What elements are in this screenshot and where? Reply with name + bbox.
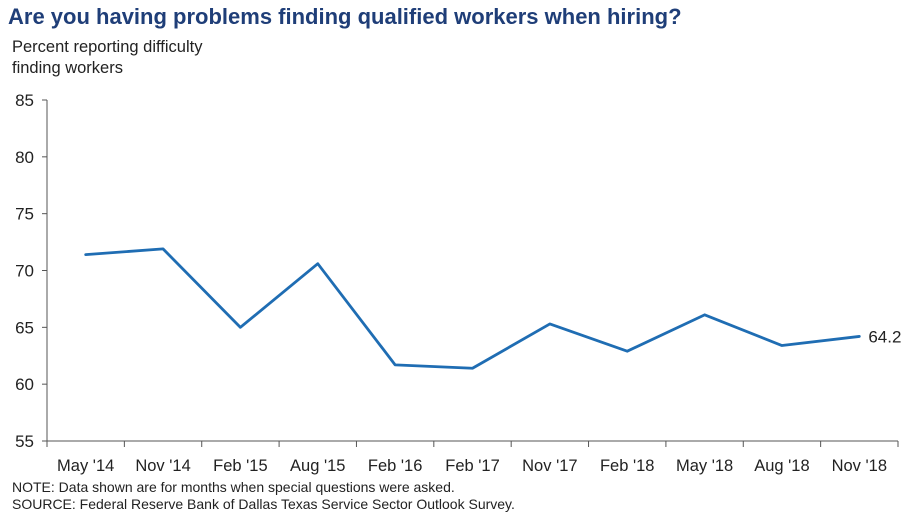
y-axis-label: Percent reporting difficulty finding wor…: [12, 37, 202, 79]
data-label: 64.2: [868, 327, 901, 346]
y-tick-label: 85: [15, 91, 34, 110]
x-tick-label: Nov '14: [135, 457, 190, 475]
y-tick-label: 60: [15, 375, 34, 394]
y-tick-label: 80: [15, 148, 34, 167]
y-tick-label: 70: [15, 262, 34, 281]
x-tick-label: Nov '18: [832, 457, 887, 475]
y-tick-label: 65: [15, 318, 34, 337]
x-tick-label: May '18: [676, 457, 733, 475]
x-tick-label: Feb '15: [213, 457, 268, 475]
x-tick-label: Feb '18: [600, 457, 655, 475]
source-text: SOURCE: Federal Reserve Bank of Dallas T…: [12, 496, 515, 512]
x-tick-label: May '14: [57, 457, 114, 475]
x-tick-label: Aug '15: [290, 457, 345, 475]
series-line: [84, 247, 861, 370]
y-axis-label-line-1: Percent reporting difficulty: [12, 38, 203, 56]
y-tick-label: 75: [15, 205, 34, 224]
y-tick-label: 55: [15, 432, 34, 451]
x-tick-label: Feb '17: [445, 457, 500, 475]
x-tick-label: Aug '18: [754, 457, 809, 475]
chart-title: Are you having problems finding qualifie…: [8, 4, 682, 29]
x-tick-label: Nov '17: [522, 457, 577, 475]
note-text: NOTE: Data shown are for months when spe…: [12, 479, 455, 495]
x-tick-label: Feb '16: [368, 457, 423, 475]
footnotes: NOTE: Data shown are for months when spe…: [12, 479, 515, 513]
y-axis-label-line-2: finding workers: [12, 59, 123, 77]
